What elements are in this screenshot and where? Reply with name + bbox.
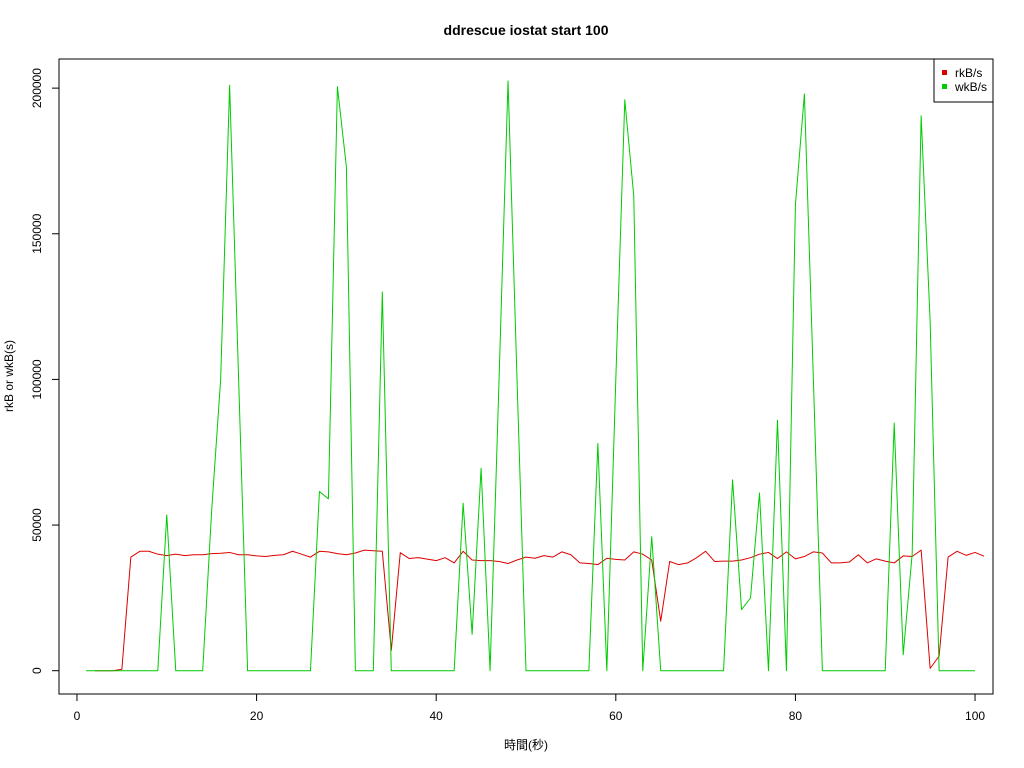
x-tick-label: 40	[430, 709, 444, 723]
y-axis-label: rkB or wkB(s)	[2, 340, 16, 412]
y-tick-label: 100000	[30, 359, 44, 399]
x-axis-label: 時間(秒)	[504, 738, 548, 752]
x-axis: 0 20 40 60 80 100	[74, 693, 985, 723]
y-axis: 0 50000 100000 150000 200000	[30, 68, 60, 674]
legend-swatch	[942, 84, 947, 89]
y-tick-label: 200000	[30, 68, 44, 108]
series-line-wkb-s	[85, 80, 976, 672]
y-tick-label: 0	[30, 667, 44, 674]
series-line-rkb-s	[94, 549, 985, 672]
x-tick-label: 60	[609, 709, 623, 723]
legend-box	[933, 58, 994, 103]
series-layer	[85, 80, 985, 672]
legend-label: rkB/s	[955, 66, 982, 80]
x-tick-label: 80	[789, 709, 803, 723]
x-tick-label: 100	[965, 709, 985, 723]
x-tick-label: 20	[250, 709, 264, 723]
x-tick-label: 0	[74, 709, 81, 723]
y-tick-label: 50000	[30, 508, 44, 542]
y-tick-label: 150000	[30, 213, 44, 253]
chart-title: ddrescue iostat start 100	[444, 22, 609, 38]
legend-swatch	[942, 70, 947, 75]
legend-label: wkB/s	[954, 80, 987, 94]
